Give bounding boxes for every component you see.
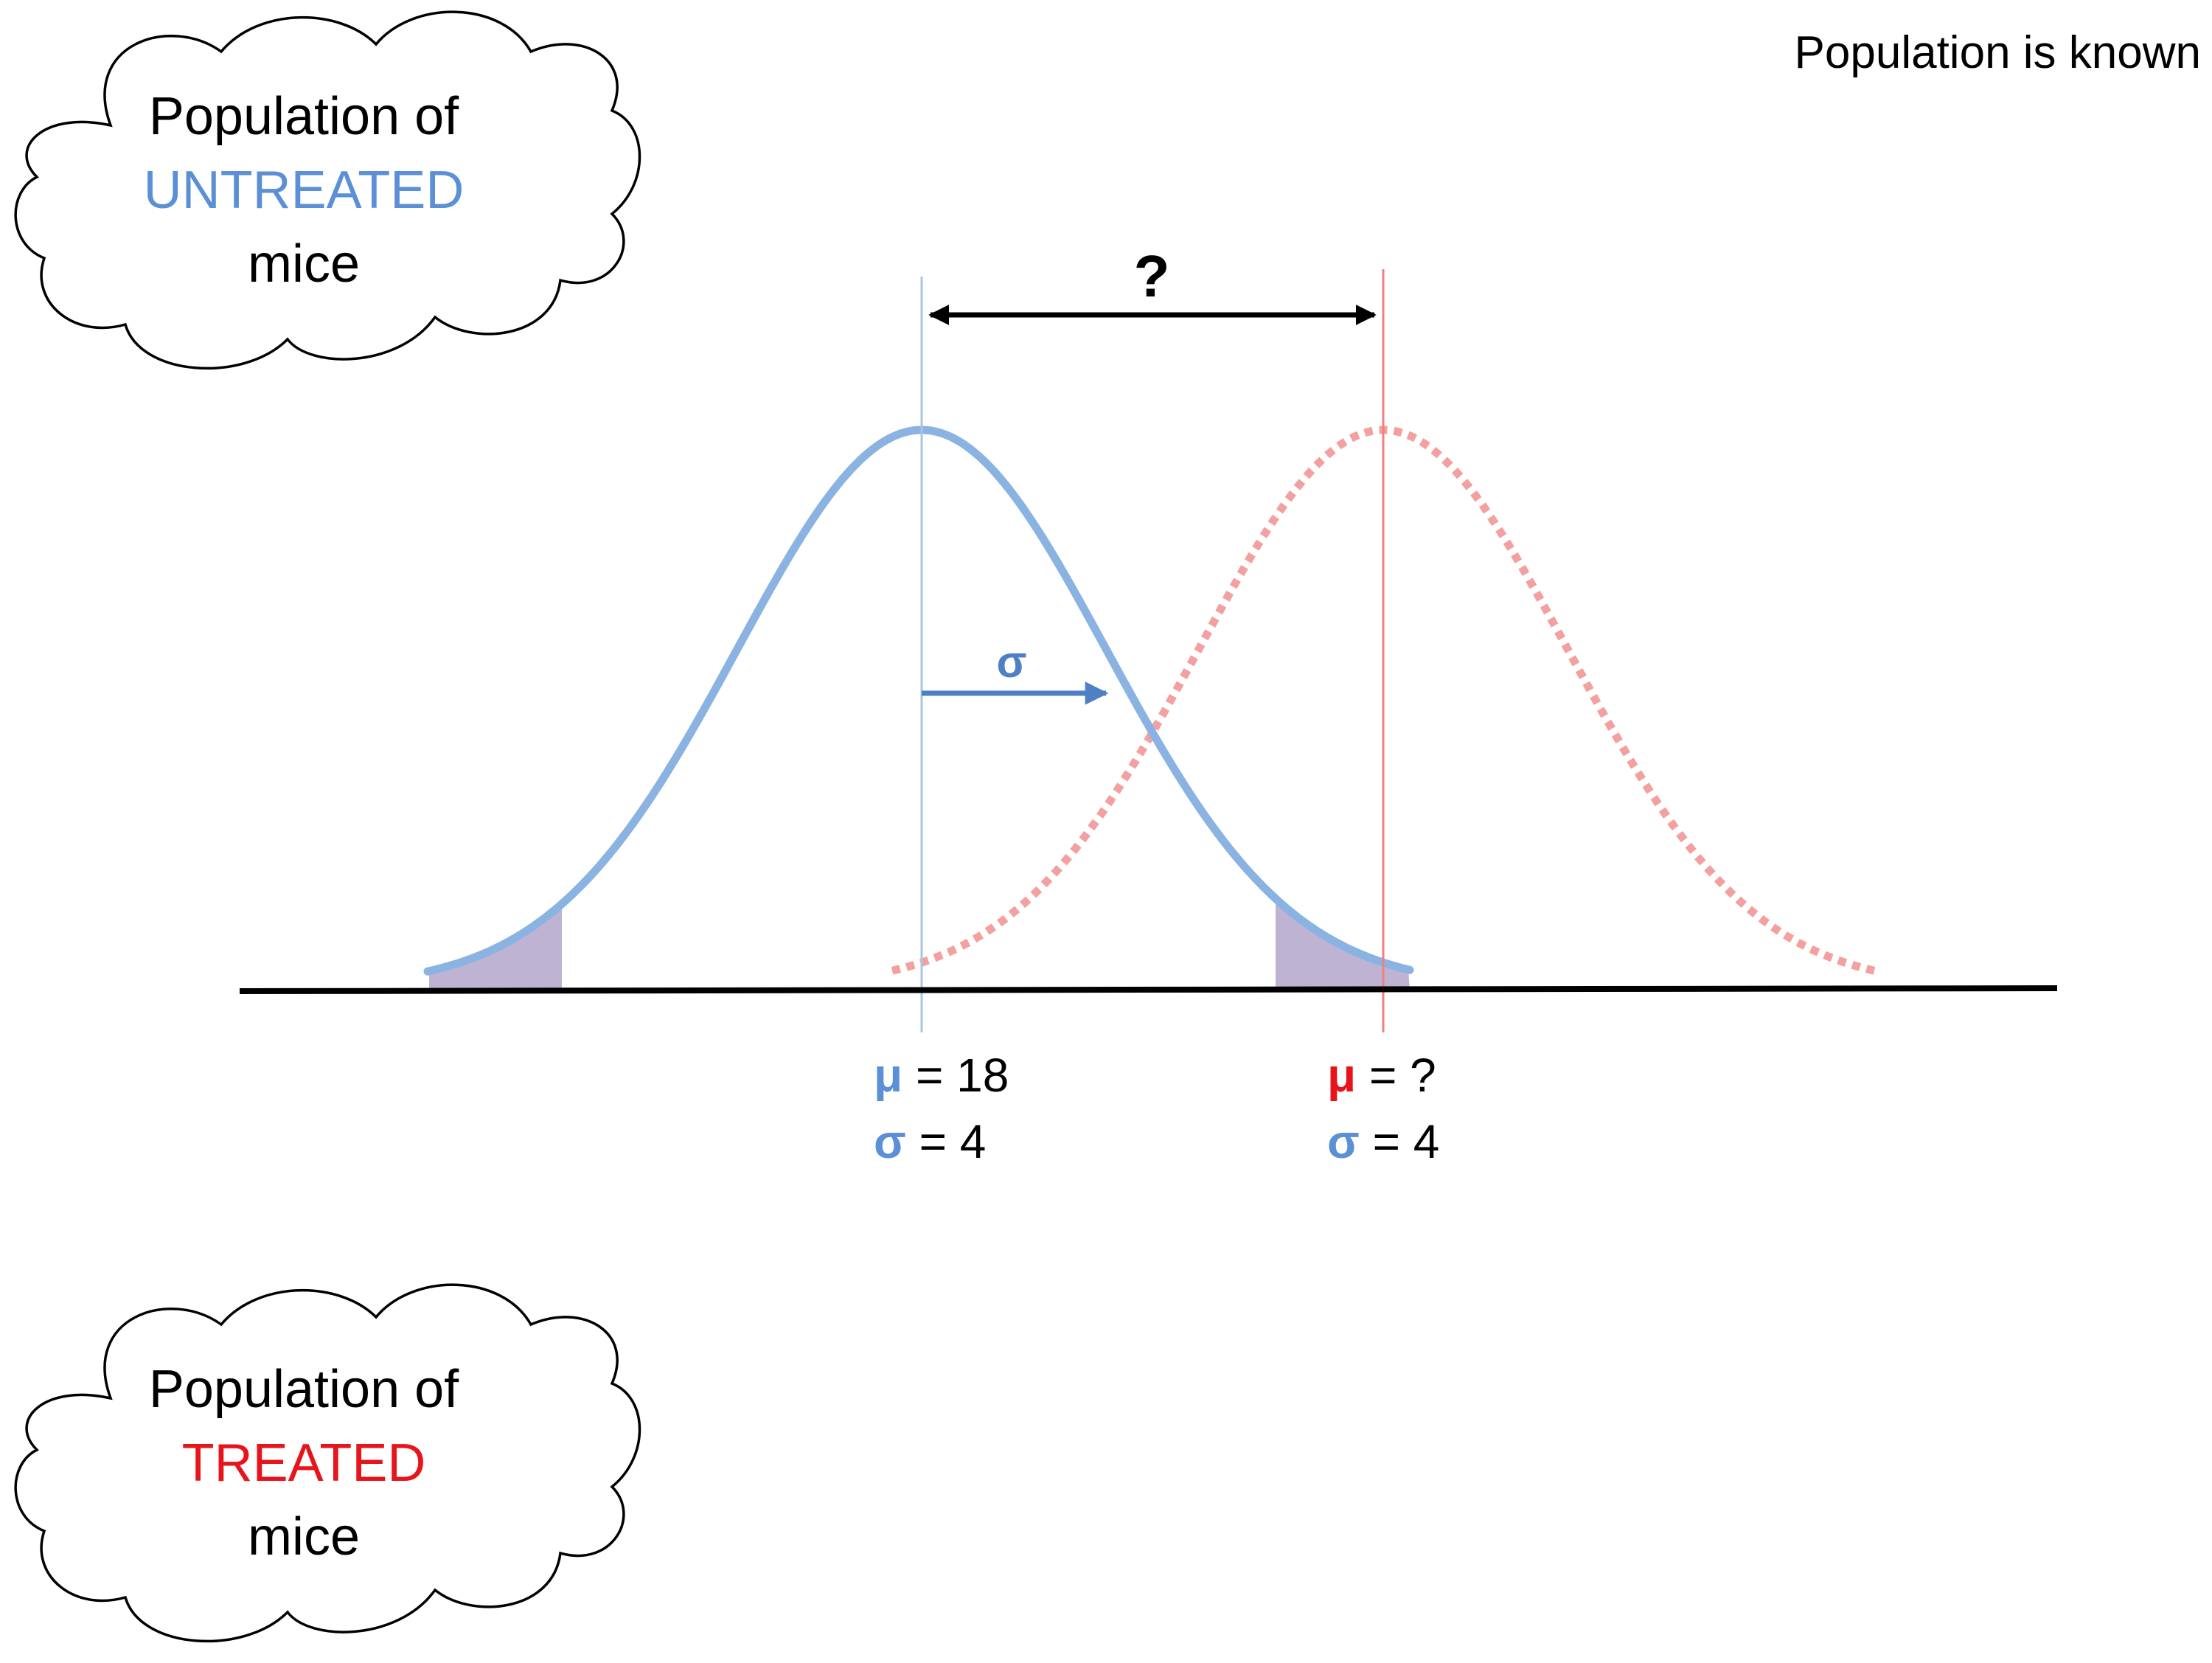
mean-difference-label: ? bbox=[1134, 243, 1170, 309]
untreated-distribution-curve bbox=[423, 426, 1414, 976]
untreated-mu-readout: μ = 18 bbox=[874, 1049, 1009, 1102]
untreated-cloud-line3: mice bbox=[248, 235, 360, 294]
treated-cloud-line1: Population of bbox=[149, 1360, 459, 1419]
sigma-arrow-label: σ bbox=[996, 637, 1026, 687]
untreated-sigma-readout: σ = 4 bbox=[874, 1115, 986, 1168]
baseline-axis bbox=[239, 985, 2058, 994]
treated-mu-value: = ? bbox=[1356, 1049, 1436, 1102]
untreated-cloud: Population of UNTREATED mice bbox=[14, 10, 641, 370]
right-tail-area bbox=[1276, 898, 1410, 990]
left-tail-area bbox=[429, 903, 562, 990]
treated-mu-symbol: μ bbox=[1327, 1049, 1356, 1102]
treated-cloud-shape bbox=[14, 1283, 641, 1643]
untreated-sigma-value: = 4 bbox=[906, 1115, 987, 1168]
treated-cloud-group: TREATED bbox=[182, 1434, 426, 1493]
untreated-mu-value: = 18 bbox=[902, 1049, 1009, 1102]
treated-cloud: Population of TREATED mice bbox=[14, 1283, 641, 1643]
population-known-note: Population is known bbox=[1795, 27, 2201, 78]
treated-sigma-value: = 4 bbox=[1360, 1115, 1440, 1168]
treated-cloud-line3: mice bbox=[248, 1507, 360, 1566]
untreated-sigma-symbol: σ bbox=[874, 1115, 906, 1168]
untreated-mu-symbol: μ bbox=[874, 1049, 902, 1102]
treated-mu-readout: μ = ? bbox=[1327, 1049, 1436, 1102]
treated-sigma-symbol: σ bbox=[1327, 1115, 1360, 1168]
untreated-cloud-group: UNTREATED bbox=[144, 161, 465, 220]
untreated-cloud-line1: Population of bbox=[149, 87, 459, 146]
untreated-cloud-shape bbox=[14, 10, 641, 370]
treated-sigma-readout: σ = 4 bbox=[1327, 1115, 1439, 1168]
